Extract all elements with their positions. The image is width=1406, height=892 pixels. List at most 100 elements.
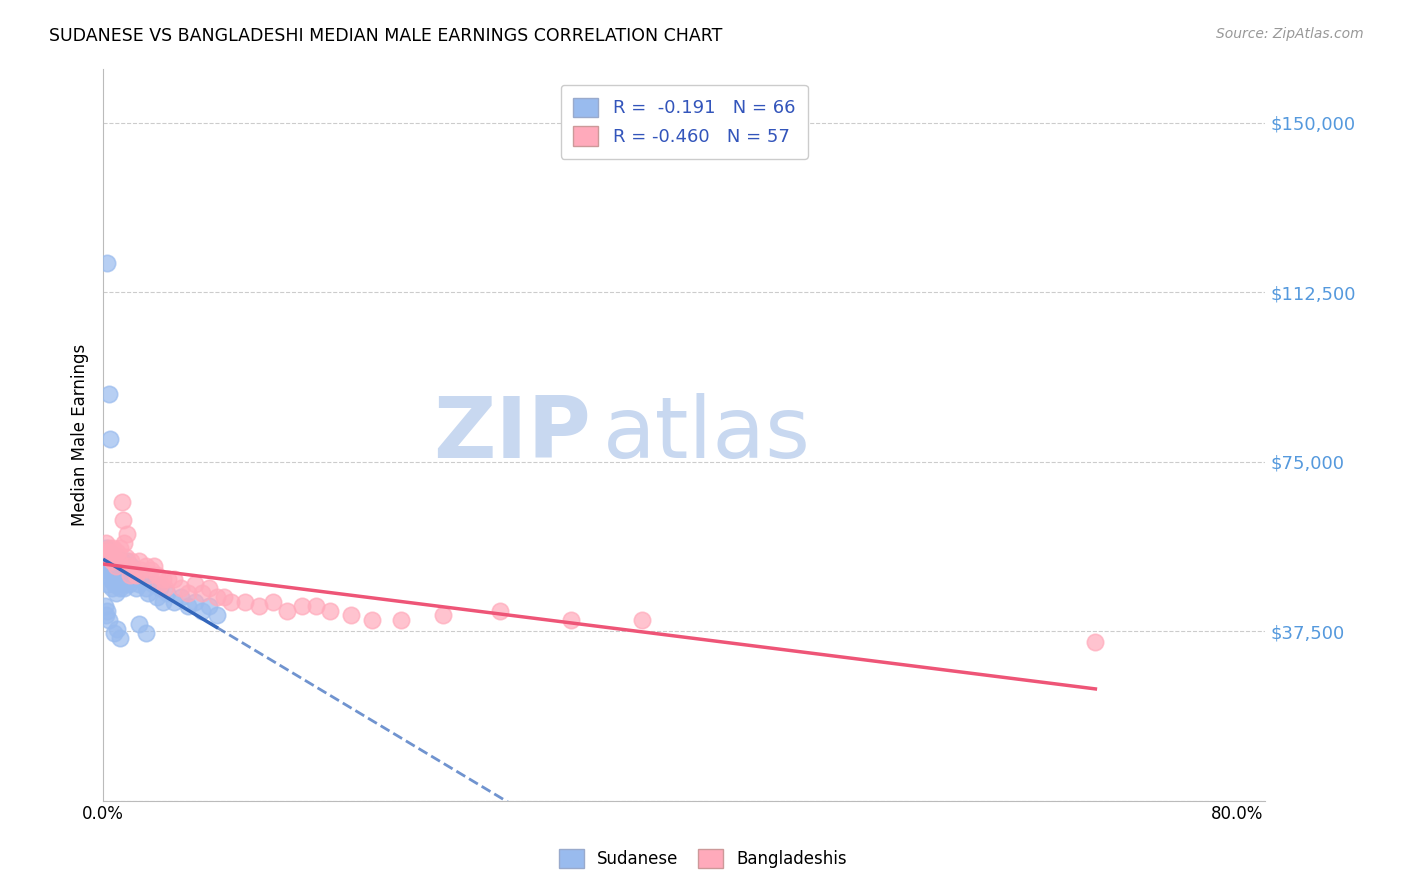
Point: [108, 563, 131, 577]
Point: [108, 541, 131, 555]
Point: [135, 558, 157, 573]
Legend: Sudanese, Bangladeshis: Sudanese, Bangladeshis: [553, 843, 853, 875]
Point: [110, 554, 132, 568]
Point: [98, 545, 121, 559]
Point: [135, 626, 157, 640]
Point: [108, 581, 131, 595]
Point: [191, 586, 214, 600]
Point: [630, 613, 652, 627]
Point: [105, 549, 128, 564]
Point: [101, 541, 124, 555]
Point: [205, 608, 228, 623]
Point: [155, 581, 177, 595]
Point: [340, 608, 363, 623]
Point: [149, 576, 172, 591]
Point: [93, 558, 115, 573]
Point: [110, 495, 132, 509]
Point: [103, 626, 125, 640]
Point: [184, 595, 207, 609]
Point: [170, 581, 193, 595]
Point: [163, 595, 186, 609]
Point: [157, 572, 180, 586]
Point: [107, 554, 129, 568]
Point: [96, 549, 118, 564]
Point: [128, 554, 150, 568]
Point: [103, 576, 125, 591]
Point: [198, 599, 221, 614]
Point: [319, 604, 342, 618]
Point: [156, 586, 179, 600]
Point: [115, 567, 138, 582]
Point: [94, 541, 117, 555]
Point: [101, 554, 124, 568]
Point: [112, 581, 135, 595]
Point: [96, 256, 118, 270]
Point: [112, 536, 135, 550]
Point: [141, 563, 163, 577]
Point: [177, 586, 200, 600]
Point: [94, 567, 117, 582]
Point: [247, 599, 270, 614]
Point: [110, 567, 132, 582]
Point: [120, 563, 142, 577]
Point: [124, 563, 146, 577]
Legend: R =  -0.191   N = 66, R = -0.460   N = 57: R = -0.191 N = 66, R = -0.460 N = 57: [561, 85, 808, 159]
Point: [149, 581, 172, 595]
Point: [135, 581, 157, 595]
Point: [117, 576, 139, 591]
Point: [94, 536, 117, 550]
Point: [103, 563, 125, 577]
Point: [128, 617, 150, 632]
Point: [100, 554, 122, 568]
Text: ZIP: ZIP: [433, 393, 592, 476]
Point: [105, 545, 128, 559]
Point: [100, 581, 122, 595]
Point: [276, 604, 298, 618]
Point: [1084, 635, 1107, 649]
Point: [100, 558, 122, 573]
Point: [93, 599, 115, 614]
Point: [94, 608, 117, 623]
Point: [96, 576, 118, 591]
Point: [111, 513, 134, 527]
Point: [98, 572, 121, 586]
Point: [104, 558, 127, 573]
Point: [111, 558, 134, 573]
Point: [114, 549, 136, 564]
Point: [142, 576, 165, 591]
Point: [111, 576, 134, 591]
Point: [125, 581, 148, 595]
Point: [104, 558, 127, 573]
Point: [112, 567, 135, 582]
Point: [117, 558, 139, 573]
Point: [233, 595, 256, 609]
Point: [177, 599, 200, 614]
Point: [560, 613, 582, 627]
Point: [97, 541, 120, 555]
Point: [128, 576, 150, 591]
Point: [290, 599, 312, 614]
Point: [96, 604, 118, 618]
Text: Source: ZipAtlas.com: Source: ZipAtlas.com: [1216, 27, 1364, 41]
Point: [389, 613, 412, 627]
Point: [120, 567, 142, 582]
Point: [262, 595, 284, 609]
Point: [101, 567, 124, 582]
Point: [125, 567, 148, 582]
Point: [98, 549, 121, 564]
Point: [108, 631, 131, 645]
Point: [98, 432, 121, 446]
Point: [104, 586, 127, 600]
Point: [93, 545, 115, 559]
Point: [115, 554, 138, 568]
Y-axis label: Median Male Earnings: Median Male Earnings: [72, 343, 89, 525]
Point: [97, 563, 120, 577]
Point: [107, 558, 129, 573]
Point: [105, 622, 128, 636]
Point: [105, 567, 128, 582]
Point: [191, 604, 214, 618]
Point: [143, 558, 166, 573]
Point: [146, 567, 169, 582]
Point: [97, 387, 120, 401]
Point: [97, 545, 120, 559]
